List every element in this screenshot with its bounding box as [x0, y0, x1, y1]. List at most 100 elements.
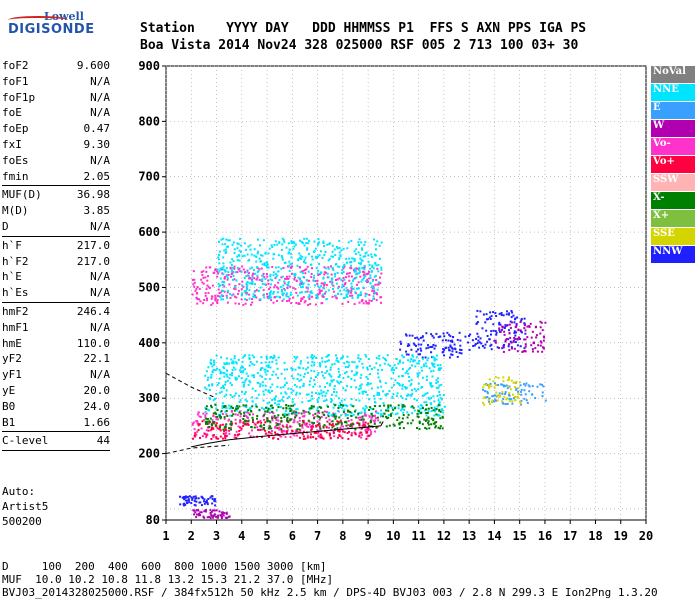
- data-point: [222, 384, 225, 387]
- data-point: [309, 399, 312, 402]
- data-point: [360, 261, 363, 264]
- data-point: [359, 431, 362, 434]
- data-point: [314, 247, 317, 250]
- data-point: [354, 269, 357, 272]
- data-point: [242, 285, 245, 288]
- data-point: [202, 419, 205, 422]
- data-point: [306, 436, 309, 439]
- data-point: [345, 421, 348, 424]
- data-point: [483, 346, 486, 349]
- data-point: [259, 244, 262, 247]
- data-point: [222, 366, 225, 369]
- data-point: [218, 414, 221, 417]
- data-point: [316, 297, 319, 300]
- data-point: [407, 413, 410, 416]
- data-point: [237, 243, 240, 246]
- data-point: [237, 425, 240, 428]
- data-point: [539, 320, 542, 323]
- data-point: [302, 282, 305, 285]
- data-point: [316, 423, 319, 426]
- data-point: [240, 294, 243, 297]
- data-point: [420, 349, 423, 352]
- data-point: [411, 392, 414, 395]
- data-point: [251, 387, 254, 390]
- data-point: [493, 339, 496, 342]
- data-point: [542, 339, 545, 342]
- data-point: [318, 418, 321, 421]
- data-point: [270, 299, 273, 302]
- data-point: [214, 299, 217, 302]
- data-point: [214, 403, 217, 406]
- scatter-cluster-w: [494, 320, 547, 353]
- data-point: [467, 341, 470, 344]
- data-point: [344, 389, 347, 392]
- data-point: [225, 267, 228, 270]
- data-point: [512, 314, 515, 317]
- data-point: [241, 371, 244, 374]
- data-point: [432, 409, 435, 412]
- data-point: [289, 285, 292, 288]
- data-point: [211, 495, 214, 498]
- data-point: [223, 281, 226, 284]
- data-point: [292, 287, 295, 290]
- data-point: [414, 344, 417, 347]
- data-point: [511, 311, 514, 314]
- data-point: [540, 341, 543, 344]
- data-point: [456, 338, 459, 341]
- data-point: [294, 368, 297, 371]
- data-point: [347, 300, 350, 303]
- data-point: [310, 407, 313, 410]
- data-point: [433, 357, 436, 360]
- data-point: [252, 374, 255, 377]
- data-point: [541, 391, 544, 394]
- data-point: [326, 389, 329, 392]
- data-point: [267, 279, 270, 282]
- data-point: [342, 276, 345, 279]
- data-point: [358, 360, 361, 363]
- data-point: [350, 291, 353, 294]
- data-point: [407, 353, 410, 356]
- data-point: [262, 414, 265, 417]
- data-point: [297, 366, 300, 369]
- data-point: [524, 332, 527, 335]
- data-point: [319, 436, 322, 439]
- data-point: [280, 398, 283, 401]
- data-point: [248, 379, 251, 382]
- data-point: [195, 500, 198, 503]
- data-point: [402, 375, 405, 378]
- data-point: [277, 377, 280, 380]
- data-point: [293, 420, 296, 423]
- data-point: [405, 394, 408, 397]
- param-row: hmF2 246.4: [2, 304, 110, 320]
- data-point: [523, 338, 526, 341]
- data-point: [435, 407, 438, 410]
- data-point: [484, 321, 487, 324]
- data-point: [320, 271, 323, 274]
- data-point: [265, 261, 268, 264]
- data-point: [312, 405, 315, 408]
- data-point: [264, 432, 267, 435]
- data-point: [242, 268, 245, 271]
- data-point: [430, 351, 433, 354]
- data-point: [324, 290, 327, 293]
- data-point: [259, 298, 262, 301]
- data-point: [347, 361, 350, 364]
- data-point: [340, 293, 343, 296]
- data-point: [441, 339, 444, 342]
- data-point: [331, 423, 334, 426]
- data-point: [412, 359, 415, 362]
- data-point: [212, 414, 215, 417]
- data-point: [376, 393, 379, 396]
- data-point: [264, 277, 267, 280]
- data-point: [406, 344, 409, 347]
- data-point: [225, 435, 228, 438]
- data-point: [298, 284, 301, 287]
- data-point: [381, 415, 384, 418]
- data-point: [318, 254, 321, 257]
- param-value: 1.66: [83, 415, 111, 429]
- data-point: [281, 299, 284, 302]
- data-point: [508, 312, 511, 315]
- data-point: [397, 404, 400, 407]
- data-point: [198, 415, 201, 418]
- data-point: [423, 394, 426, 397]
